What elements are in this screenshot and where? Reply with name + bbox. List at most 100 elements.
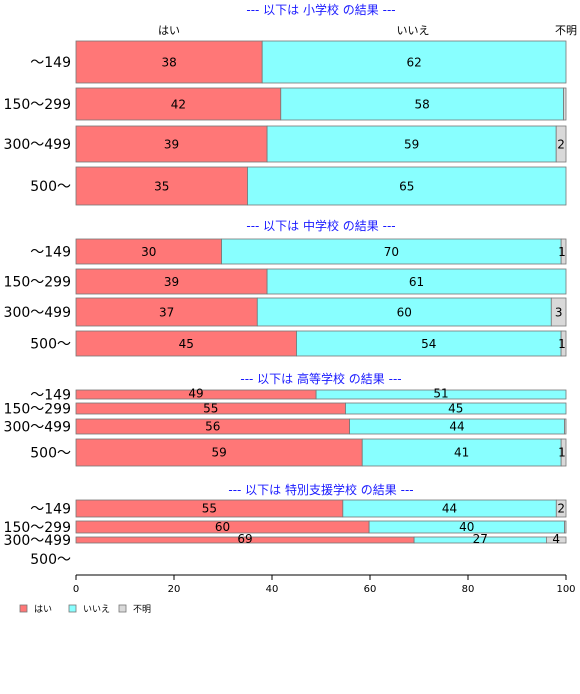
- column-header-1: いいえ: [397, 24, 430, 37]
- bar-no-1-2: [256, 297, 552, 327]
- category-label-1-0: 〜149: [30, 245, 71, 261]
- value-label-yes-2-3: 59: [211, 445, 226, 459]
- value-label-yes-1-3: 45: [179, 337, 194, 351]
- category-label-2-0: 〜149: [30, 388, 71, 404]
- value-label-yes-1-0: 30: [141, 245, 156, 259]
- bar-no-1-0: [221, 238, 562, 265]
- x-tick-label-0: 0: [73, 584, 79, 595]
- section-title-1: --- 以下は 中学校 の結果 ---: [246, 218, 395, 233]
- value-label-no-2-3: 41: [454, 445, 469, 459]
- bar-unknown-0-2: [555, 125, 567, 163]
- value-label-yes-0-1: 42: [171, 97, 186, 111]
- bar-no-0-2: [266, 125, 557, 163]
- category-label-0-3: 500〜: [30, 179, 71, 195]
- value-label-no-2-0: 51: [433, 387, 448, 401]
- value-label-yes-2-1: 55: [203, 401, 218, 415]
- bar-yes-2-3: [75, 438, 363, 467]
- category-label-2-2: 300〜499: [4, 420, 71, 436]
- category-label-0-0: 〜149: [30, 55, 71, 71]
- bar-unknown-3-1: [564, 520, 567, 534]
- section-title-0: --- 以下は 小学校 の結果 ---: [246, 2, 395, 17]
- value-label-no-3-0: 44: [442, 501, 457, 515]
- value-label-unknown-1-2: 3: [555, 305, 563, 319]
- x-tick-label-5: 100: [556, 584, 575, 595]
- value-label-no-0-1: 58: [415, 97, 430, 111]
- bar-no-2-0: [315, 389, 567, 400]
- value-label-no-0-0: 62: [406, 55, 421, 69]
- bar-unknown-3-0: [555, 499, 567, 518]
- category-label-3-1: 150〜299: [4, 520, 71, 536]
- value-label-no-1-3: 54: [421, 337, 436, 351]
- bar-yes-0-3: [75, 166, 248, 206]
- x-tick-label-3: 60: [364, 584, 377, 595]
- value-label-no-3-2: 27: [473, 532, 488, 546]
- x-tick-label-2: 40: [266, 584, 279, 595]
- bar-yes-1-3: [75, 330, 297, 357]
- bar-no-2-3: [361, 438, 562, 467]
- category-label-0-1: 150〜299: [4, 97, 71, 113]
- value-label-no-1-2: 60: [397, 305, 412, 319]
- bar-no-2-1: [345, 402, 567, 415]
- bar-no-1-3: [296, 330, 562, 357]
- bar-yes-1-0: [75, 238, 222, 265]
- legend-label-0: はい: [34, 604, 52, 615]
- bar-unknown-1-0: [560, 238, 567, 265]
- category-label-3-2: 300〜499: [4, 533, 71, 549]
- value-label-no-3-1: 40: [459, 520, 474, 534]
- value-label-unknown-3-2: 4: [552, 532, 560, 546]
- value-label-yes-2-2: 56: [205, 419, 220, 433]
- bar-yes-0-0: [75, 40, 263, 84]
- category-label-2-3: 500〜: [30, 446, 71, 462]
- legend-label-1: いいえ: [83, 604, 110, 615]
- value-label-no-1-0: 70: [384, 245, 399, 259]
- bar-unknown-2-2: [564, 418, 567, 435]
- value-label-unknown-1-0: 1: [558, 245, 566, 259]
- legend-swatch-1: [68, 604, 77, 613]
- column-header-2: 不明: [555, 24, 577, 37]
- value-label-no-1-1: 61: [409, 275, 424, 289]
- category-label-2-1: 150〜299: [4, 402, 71, 418]
- legend-swatch-2: [118, 604, 127, 613]
- bar-yes-0-2: [75, 125, 268, 163]
- column-header-0: はい: [158, 24, 180, 37]
- value-label-no-2-2: 44: [449, 419, 464, 433]
- value-label-no-0-2: 59: [404, 137, 419, 151]
- category-label-1-2: 300〜499: [4, 305, 71, 321]
- value-label-yes-3-2: 69: [237, 532, 252, 546]
- bar-no-0-0: [261, 40, 567, 84]
- value-label-no-0-3: 65: [399, 179, 414, 193]
- bar-no-1-1: [266, 268, 567, 295]
- value-label-yes-1-2: 37: [159, 305, 174, 319]
- bar-unknown-1-3: [560, 330, 567, 357]
- value-label-yes-1-1: 39: [164, 275, 179, 289]
- value-label-yes-2-0: 49: [188, 387, 203, 401]
- section-title-2: --- 以下は 高等学校 の結果 ---: [240, 371, 401, 386]
- bar-yes-1-1: [75, 268, 268, 295]
- legend-swatch-0: [19, 604, 28, 613]
- bar-yes-0-1: [75, 87, 282, 121]
- category-label-3-0: 〜149: [30, 502, 71, 518]
- bar-unknown-3-2: [546, 536, 567, 544]
- bar-unknown-0-1: [563, 87, 567, 121]
- bar-yes-1-2: [75, 297, 258, 327]
- bar-no-0-3: [247, 166, 567, 206]
- value-label-yes-0-2: 39: [164, 137, 179, 151]
- value-label-unknown-1-3: 1: [558, 337, 566, 351]
- x-tick-label-4: 80: [462, 584, 475, 595]
- value-label-yes-0-0: 38: [161, 55, 176, 69]
- category-label-3-3: 500〜: [30, 552, 71, 568]
- bar-unknown-2-3: [560, 438, 567, 467]
- x-tick-label-1: 20: [168, 584, 181, 595]
- category-label-1-3: 500〜: [30, 337, 71, 353]
- value-label-yes-3-1: 60: [215, 520, 230, 534]
- value-label-unknown-3-0: 2: [557, 501, 565, 515]
- value-label-unknown-0-2: 2: [557, 137, 565, 151]
- value-label-unknown-2-3: 1: [558, 445, 566, 459]
- bar-no-0-1: [280, 87, 564, 121]
- bar-unknown-1-2: [550, 297, 567, 327]
- value-label-no-2-1: 45: [448, 401, 463, 415]
- category-label-0-2: 300〜499: [4, 137, 71, 153]
- section-title-3: --- 以下は 特別支援学校 の結果 ---: [228, 482, 413, 497]
- value-label-yes-0-3: 35: [154, 179, 169, 193]
